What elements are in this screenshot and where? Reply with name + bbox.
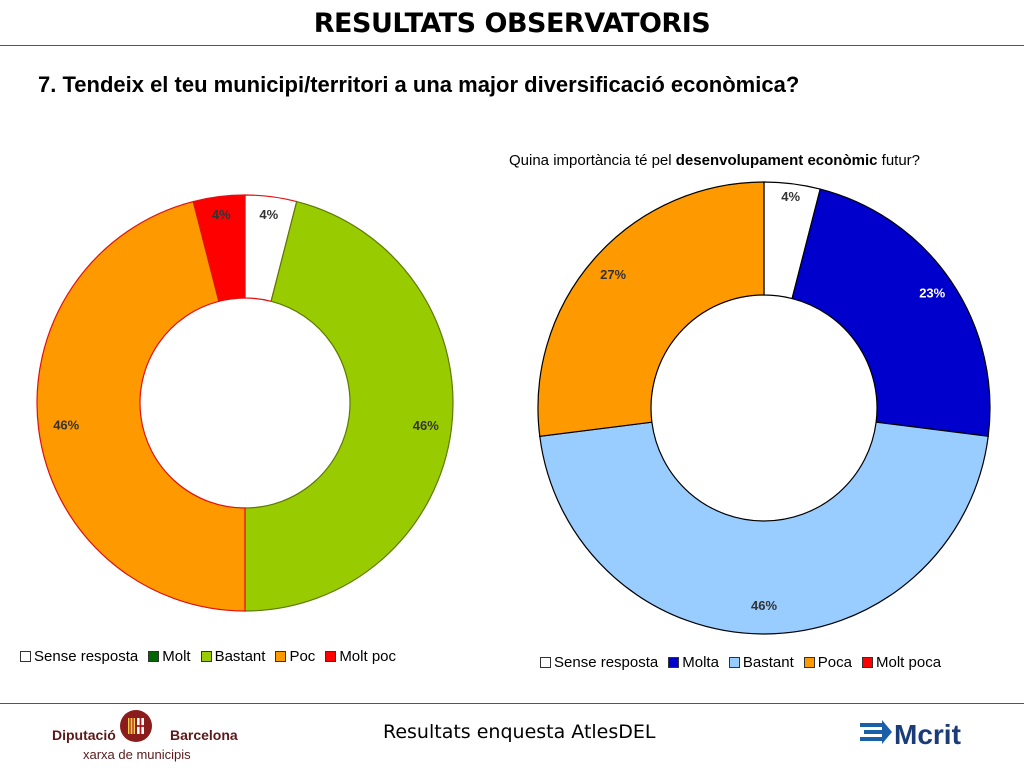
data-label-poca: 27% <box>600 267 626 282</box>
legend-swatch <box>862 657 873 668</box>
legend-label: Molt poca <box>876 654 942 671</box>
question-heading: 7. Tendeix el teu municipi/territori a u… <box>38 72 800 97</box>
legend-item-molt: Molt <box>148 648 191 665</box>
legend-item-bastant: Bastant <box>200 648 266 665</box>
legend-swatch <box>325 651 337 662</box>
data-label-sense-resposta: 4% <box>781 189 800 204</box>
mcrit-logo-text: Mcrit <box>894 719 961 750</box>
donut-chart-left: 4% 46% 46% 4% <box>36 194 454 612</box>
legend-item-poca: Poca <box>803 654 852 671</box>
legend-item-molt-poc: Molt poc <box>325 648 396 665</box>
data-label-bastant: 46% <box>413 418 439 433</box>
legend-right: Sense resposta Molta Bastant Poca Molt poca <box>540 654 951 671</box>
data-label-poc: 46% <box>53 418 79 433</box>
legend-item-sense-resposta: Sense resposta <box>20 648 138 665</box>
logo-word-1: Diputació <box>52 727 116 743</box>
slice-poca <box>537 181 765 437</box>
data-label-sense-resposta: 4% <box>259 207 278 222</box>
legend-item-poc: Poc <box>275 648 315 665</box>
slice-bastant <box>244 200 454 612</box>
legend-swatch <box>803 657 815 668</box>
legend-label: Sense resposta <box>34 648 139 665</box>
mcrit-logo: Mcrit <box>860 719 961 750</box>
data-label-bastant: 46% <box>751 598 777 613</box>
subtitle-prefix: Quina importància té pel <box>509 152 676 169</box>
logo-tagline: xarxa de municipis <box>83 747 191 762</box>
data-label-molt-poc: 4% <box>212 207 231 222</box>
mcrit-arrow-icon <box>860 720 892 744</box>
slice-poc <box>36 200 246 612</box>
logo-word-2: Barcelona <box>170 727 238 743</box>
data-label-molta: 23% <box>919 286 945 301</box>
slice-bastant <box>539 421 989 635</box>
title-divider <box>0 45 1024 46</box>
legend-left: Sense resposta Molt Bastant Poc Molt poc <box>20 648 406 665</box>
legend-swatch <box>20 651 31 662</box>
legend-swatch <box>668 657 680 668</box>
seal-icon <box>120 710 152 742</box>
donut-chart-right: 4% 23% 46% 27% <box>537 181 991 635</box>
page-title: RESULTATS OBSERVATORIS <box>313 8 711 39</box>
legend-item-molta: Molta <box>668 654 719 671</box>
slice-molta <box>791 188 991 437</box>
legend-label: Molt poc <box>339 648 397 665</box>
legend-label: Sense resposta <box>554 654 659 671</box>
legend-swatch <box>540 657 551 668</box>
legend-label: Molt <box>162 648 191 665</box>
legend-swatch <box>728 657 740 668</box>
legend-label: Poca <box>817 654 852 671</box>
legend-swatch <box>200 651 212 662</box>
legend-label: Poc <box>289 648 316 665</box>
legend-swatch <box>148 651 160 662</box>
subtitle-suffix: futur? <box>877 152 921 169</box>
legend-label: Molta <box>682 654 719 671</box>
legend-label: Bastant <box>214 648 266 665</box>
diputacio-barcelona-logo: Diputació Barcelona xarxa de municipis <box>52 708 238 764</box>
legend-item-sense-resposta: Sense resposta <box>540 654 658 671</box>
slice-molt-poc <box>192 194 246 303</box>
legend-label: Bastant <box>742 654 794 671</box>
footer-caption: Resultats enquesta AtlesDEL <box>383 721 656 743</box>
footer-divider <box>0 703 1024 704</box>
legend-swatch <box>275 651 287 662</box>
charts-canvas: 4% 46% 46% 4% 4% 23% 46% 27% <box>36 181 991 635</box>
legend-item-molt-poca: Molt poca <box>862 654 941 671</box>
subtitle-bold: desenvolupament econòmic <box>675 152 878 169</box>
legend-item-bastant: Bastant <box>728 654 794 671</box>
chart-subtitle: Quina importància té pel desenvolupament… <box>509 152 920 169</box>
